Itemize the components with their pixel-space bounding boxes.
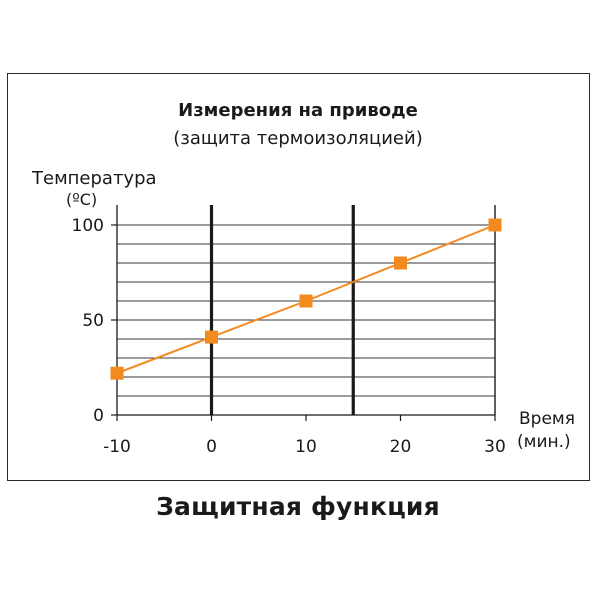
chart-title: Измерения на приводе (178, 100, 418, 121)
data-point (110, 366, 124, 380)
data-point (394, 256, 407, 270)
chart-frame (7, 73, 590, 481)
x-tick-label: 30 (484, 437, 506, 457)
data-point (299, 294, 313, 308)
x-axis-label: Время (519, 409, 575, 429)
x-tick-label: 10 (295, 437, 317, 457)
chart-subtitle: (защита термоизоляцией) (173, 128, 423, 149)
y-axis-label: Температура (32, 168, 157, 189)
y-axis-unit: (ºC) (66, 190, 98, 209)
figure-caption: Защитная функция (156, 492, 440, 521)
x-tick-label: 0 (206, 437, 217, 457)
data-point (488, 218, 502, 232)
data-point (205, 330, 218, 344)
y-tick-label: 0 (93, 406, 104, 426)
y-tick-label: 50 (82, 311, 104, 331)
x-axis-unit: (мин.) (517, 432, 571, 452)
x-tick-label: 20 (390, 437, 412, 457)
y-tick-label: 100 (72, 216, 104, 236)
x-tick-label: -10 (103, 437, 131, 457)
